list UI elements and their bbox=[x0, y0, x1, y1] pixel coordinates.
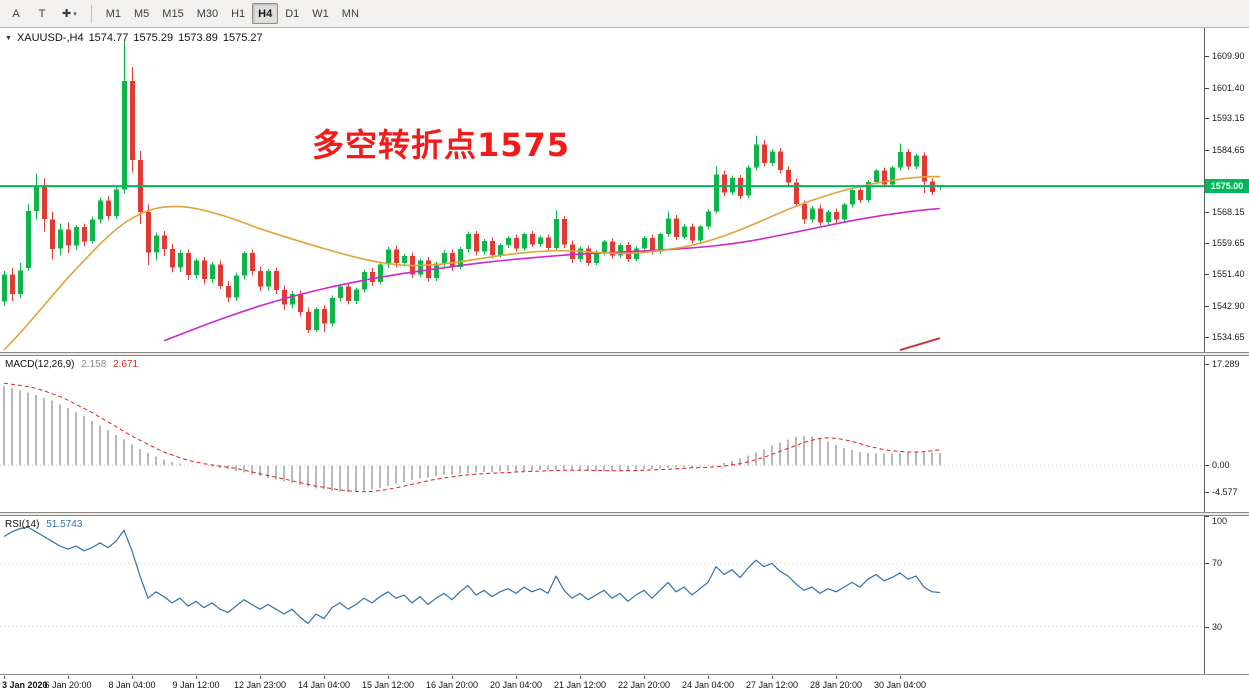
cursor-tool-button[interactable]: A bbox=[4, 3, 28, 24]
timeframe-buttons-group: M1 M5 M15 M30 H1 H4 D1 W1 MN bbox=[100, 3, 365, 24]
chart-symbol: XAUUSD-,H4 bbox=[16, 32, 84, 44]
drawing-tools-group: A T ✚ ▾ bbox=[4, 3, 83, 24]
time-axis-label: 15 Jan 12:00 bbox=[361, 680, 415, 690]
macd-signal-value: 2.671 bbox=[113, 359, 139, 370]
timeframe-button-m15[interactable]: M15 bbox=[156, 3, 189, 24]
price-axis-label: 1559.65 bbox=[1212, 238, 1245, 248]
macd-axis-label: 17.289 bbox=[1212, 359, 1240, 369]
macd-axis-label: -4.577 bbox=[1212, 487, 1238, 497]
ohlc-low: 1573.89 bbox=[178, 32, 218, 44]
ma-red-line bbox=[899, 337, 941, 352]
time-tick bbox=[836, 676, 837, 679]
time-axis-label: 30 Jan 04:00 bbox=[873, 680, 927, 690]
rsi-axis[interactable]: 100 70 30 bbox=[1204, 516, 1249, 674]
chart-area: ▼ XAUUSD-,H4 1574.77 1575.29 1573.89 157… bbox=[0, 28, 1249, 692]
time-tick bbox=[644, 676, 645, 679]
panel-splitter[interactable] bbox=[0, 674, 1249, 676]
time-axis-label: 27 Jan 12:00 bbox=[745, 680, 799, 690]
time-axis[interactable]: 3 Jan 2020 6 Jan 20:00 8 Jan 04:00 9 Jan 12… bbox=[0, 676, 1249, 692]
time-tick bbox=[452, 676, 453, 679]
rsi-value: 51.5743 bbox=[46, 519, 83, 530]
rsi-line bbox=[3, 526, 941, 624]
time-tick bbox=[580, 676, 581, 679]
timeframe-button-m5[interactable]: M5 bbox=[128, 3, 155, 24]
timeframe-button-m1[interactable]: M1 bbox=[100, 3, 127, 24]
timeframe-button-m30[interactable]: M30 bbox=[191, 3, 224, 24]
rsi-axis-label: 70 bbox=[1212, 558, 1223, 568]
ma-orange-line bbox=[3, 175, 941, 351]
macd-chart[interactable] bbox=[0, 356, 1204, 512]
macd-name: MACD(12,26,9) bbox=[5, 359, 75, 370]
price-axis-label: 1593.15 bbox=[1212, 113, 1245, 123]
chevron-down-icon: ▾ bbox=[73, 10, 77, 18]
chart-title: ▼ XAUUSD-,H4 1574.77 1575.29 1573.89 157… bbox=[5, 32, 263, 44]
macd-axis-label: 0.00 bbox=[1212, 460, 1230, 470]
time-axis-label: 21 Jan 12:00 bbox=[553, 680, 607, 690]
macd-histogram bbox=[3, 386, 941, 492]
time-axis-label: 28 Jan 20:00 bbox=[809, 680, 863, 690]
time-tick bbox=[900, 676, 901, 679]
macd-panel[interactable]: MACD(12,26,9) 2.158 2.671 17.289 0.00 -4.5… bbox=[0, 356, 1249, 512]
time-axis-label: 24 Jan 04:00 bbox=[681, 680, 735, 690]
time-tick bbox=[196, 676, 197, 679]
rsi-label: RSI(14) 51.5743 bbox=[5, 519, 82, 530]
time-axis-label: 9 Jan 12:00 bbox=[172, 680, 220, 690]
time-tick bbox=[4, 676, 5, 679]
rsi-chart[interactable] bbox=[0, 516, 1204, 674]
timeframe-button-w1[interactable]: W1 bbox=[306, 3, 335, 24]
draw-tools-dropdown[interactable]: ✚ ▾ bbox=[56, 3, 83, 24]
ma-magenta-line bbox=[163, 207, 941, 342]
text-tool-button[interactable]: T bbox=[30, 3, 54, 24]
time-axis-label: 8 Jan 04:00 bbox=[108, 680, 156, 690]
macd-signal-line bbox=[3, 382, 941, 493]
timeframe-button-h1[interactable]: H1 bbox=[225, 3, 251, 24]
macd-label: MACD(12,26,9) 2.158 2.671 bbox=[5, 359, 138, 370]
time-axis-label: 14 Jan 04:00 bbox=[297, 680, 351, 690]
rsi-name: RSI(14) bbox=[5, 519, 40, 530]
time-axis-label: 12 Jan 23:00 bbox=[233, 680, 287, 690]
ohlc-high: 1575.29 bbox=[133, 32, 174, 44]
time-axis-label: 16 Jan 20:00 bbox=[425, 680, 479, 690]
chart-text-annotation[interactable]: 多空转折点1575 bbox=[312, 126, 571, 164]
symbol-dropdown-icon[interactable]: ▼ bbox=[5, 34, 12, 42]
time-tick bbox=[260, 676, 261, 679]
rsi-axis-label: 30 bbox=[1212, 622, 1223, 632]
timeframe-button-d1[interactable]: D1 bbox=[279, 3, 305, 24]
time-axis-label: 6 Jan 20:00 bbox=[44, 680, 92, 690]
price-axis-label: 1542.90 bbox=[1212, 301, 1245, 311]
price-axis-label: 1551.40 bbox=[1212, 269, 1245, 279]
price-axis[interactable]: 1575.00 1609.90 1601.40 1593.15 1584.65 1568… bbox=[1204, 28, 1249, 352]
macd-axis[interactable]: 17.289 0.00 -4.577 bbox=[1204, 356, 1249, 512]
price-axis-label: 1568.15 bbox=[1212, 207, 1245, 217]
time-tick bbox=[388, 676, 389, 679]
hline-price-badge: 1575.00 bbox=[1205, 179, 1249, 193]
time-tick bbox=[132, 676, 133, 679]
time-tick bbox=[772, 676, 773, 679]
price-axis-label: 1584.65 bbox=[1212, 145, 1245, 155]
panel-splitter[interactable] bbox=[0, 352, 1249, 356]
price-axis-label: 1601.40 bbox=[1212, 83, 1245, 93]
timeframe-button-h4[interactable]: H4 bbox=[252, 3, 279, 24]
time-axis-label: 20 Jan 04:00 bbox=[489, 680, 543, 690]
macd-main-value: 2.158 bbox=[81, 359, 107, 370]
main-chart-panel[interactable]: ▼ XAUUSD-,H4 1574.77 1575.29 1573.89 157… bbox=[0, 28, 1249, 352]
timeframe-button-mn[interactable]: MN bbox=[336, 3, 365, 24]
time-tick bbox=[708, 676, 709, 679]
ohlc-open: 1574.77 bbox=[88, 32, 129, 44]
time-axis-label: 3 Jan 2020 bbox=[2, 680, 48, 690]
rsi-axis-label: 100 bbox=[1212, 516, 1228, 526]
toolbar: A T ✚ ▾ M1 M5 M15 M30 H1 H4 D1 W1 MN bbox=[0, 0, 1249, 28]
time-axis-label: 22 Jan 20:00 bbox=[617, 680, 671, 690]
panel-splitter[interactable] bbox=[0, 512, 1249, 516]
time-tick bbox=[516, 676, 517, 679]
time-tick bbox=[324, 676, 325, 679]
candlestick-chart[interactable] bbox=[0, 28, 1204, 352]
price-axis-label: 1609.90 bbox=[1212, 51, 1245, 61]
price-axis-label: 1534.65 bbox=[1212, 332, 1245, 342]
rsi-panel[interactable]: RSI(14) 51.5743 100 70 30 bbox=[0, 516, 1249, 674]
toolbar-separator bbox=[90, 4, 92, 23]
ohlc-close: 1575.27 bbox=[222, 32, 263, 44]
time-tick bbox=[68, 676, 69, 679]
